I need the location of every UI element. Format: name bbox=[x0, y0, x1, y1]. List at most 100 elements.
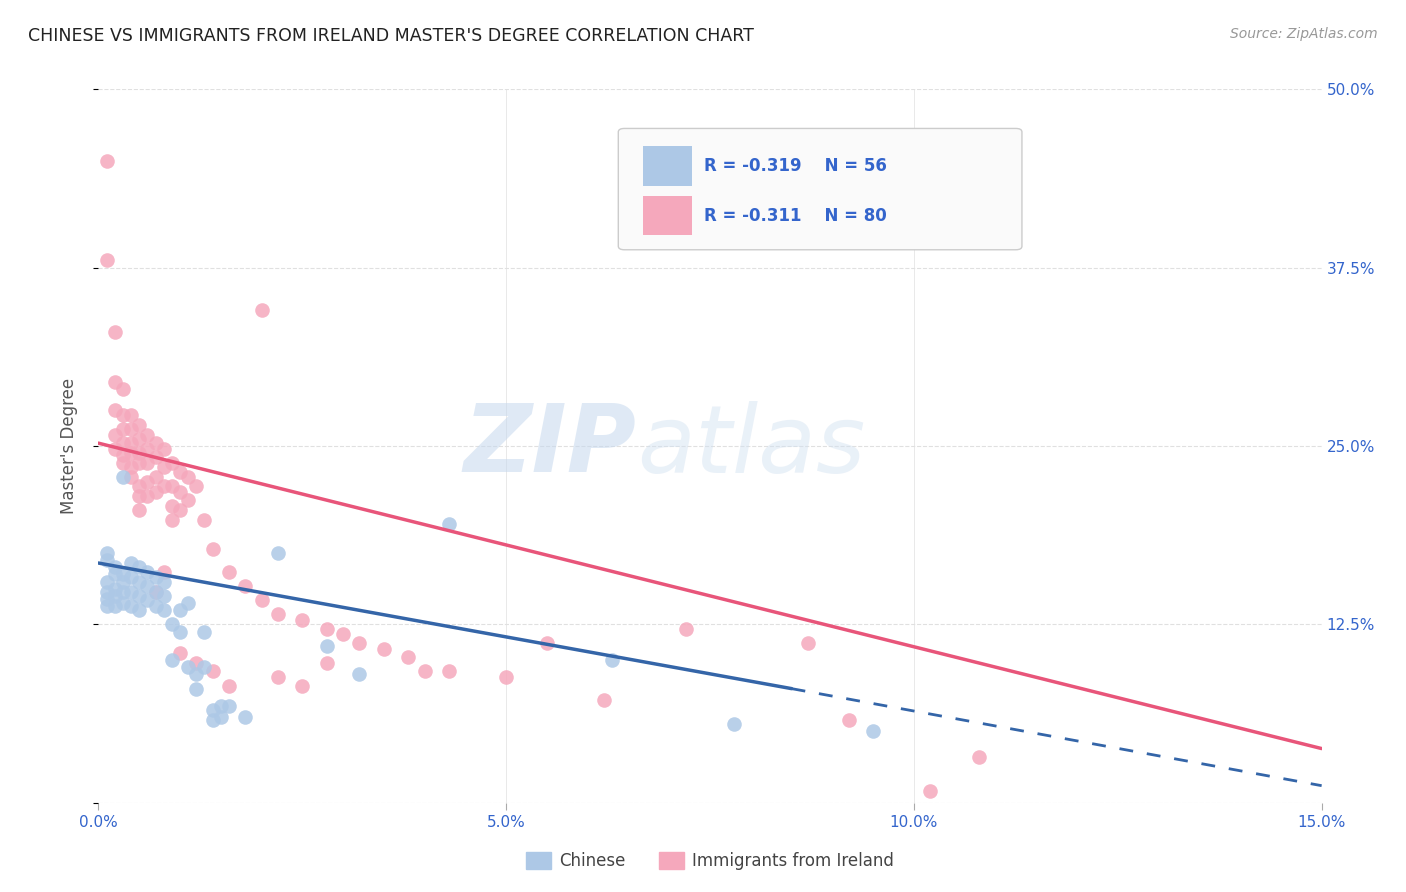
Point bbox=[160, 456, 183, 470]
Point bbox=[128, 589, 150, 603]
Point bbox=[104, 427, 127, 442]
Point bbox=[128, 456, 150, 470]
Point bbox=[315, 622, 337, 636]
Point bbox=[145, 470, 167, 484]
Y-axis label: Master's Degree: Master's Degree bbox=[59, 378, 77, 514]
Point bbox=[967, 750, 990, 764]
Point bbox=[201, 703, 224, 717]
Point bbox=[723, 717, 745, 731]
Point bbox=[128, 489, 150, 503]
Point bbox=[169, 503, 191, 517]
Point bbox=[186, 667, 208, 681]
Point bbox=[120, 570, 142, 584]
Point bbox=[128, 432, 150, 446]
Point bbox=[136, 593, 159, 607]
Point bbox=[186, 479, 208, 493]
Point bbox=[160, 617, 183, 632]
Point bbox=[233, 710, 256, 724]
Point bbox=[193, 513, 215, 527]
Point bbox=[169, 484, 191, 499]
Point bbox=[145, 436, 167, 450]
Point bbox=[233, 579, 256, 593]
Point bbox=[291, 679, 314, 693]
Point bbox=[600, 653, 623, 667]
Point bbox=[120, 422, 142, 436]
Point bbox=[186, 681, 208, 696]
Point bbox=[250, 303, 273, 318]
Point bbox=[193, 660, 215, 674]
Point bbox=[111, 382, 134, 396]
Point bbox=[128, 503, 150, 517]
Point bbox=[349, 636, 371, 650]
Text: atlas: atlas bbox=[637, 401, 865, 491]
Point bbox=[332, 627, 354, 641]
Point bbox=[177, 470, 200, 484]
Point bbox=[111, 596, 134, 610]
Text: CHINESE VS IMMIGRANTS FROM IRELAND MASTER'S DEGREE CORRELATION CHART: CHINESE VS IMMIGRANTS FROM IRELAND MASTE… bbox=[28, 27, 754, 45]
Point bbox=[193, 624, 215, 639]
Point bbox=[120, 470, 142, 484]
Point bbox=[218, 565, 240, 579]
Point bbox=[218, 698, 240, 713]
Point bbox=[136, 579, 159, 593]
Point bbox=[104, 325, 127, 339]
Point bbox=[160, 479, 183, 493]
Point bbox=[111, 584, 134, 599]
Point bbox=[291, 613, 314, 627]
Point bbox=[315, 656, 337, 670]
Point bbox=[862, 724, 884, 739]
Point bbox=[177, 493, 200, 508]
FancyBboxPatch shape bbox=[643, 196, 692, 235]
Point bbox=[413, 665, 436, 679]
Point bbox=[349, 667, 371, 681]
Point bbox=[128, 560, 150, 574]
Point bbox=[177, 596, 200, 610]
Point bbox=[120, 599, 142, 613]
Point bbox=[111, 408, 134, 422]
Point bbox=[186, 656, 208, 670]
Point bbox=[152, 603, 174, 617]
Point bbox=[96, 553, 118, 567]
Point bbox=[120, 436, 142, 450]
Point bbox=[838, 713, 860, 727]
Point bbox=[209, 698, 232, 713]
Point bbox=[136, 456, 159, 470]
Point bbox=[201, 541, 224, 556]
Point bbox=[495, 670, 517, 684]
Point bbox=[145, 570, 167, 584]
Text: R = -0.311    N = 80: R = -0.311 N = 80 bbox=[704, 207, 887, 225]
Point bbox=[152, 565, 174, 579]
Point bbox=[111, 470, 134, 484]
Point bbox=[593, 693, 616, 707]
Point bbox=[120, 584, 142, 599]
Point bbox=[675, 622, 697, 636]
Point bbox=[104, 442, 127, 456]
Point bbox=[160, 653, 183, 667]
Point bbox=[201, 713, 224, 727]
Point bbox=[177, 660, 200, 674]
Point bbox=[218, 679, 240, 693]
Point bbox=[136, 427, 159, 442]
Point bbox=[120, 460, 142, 475]
Point bbox=[96, 546, 118, 560]
Point bbox=[136, 442, 159, 456]
Text: R = -0.319    N = 56: R = -0.319 N = 56 bbox=[704, 157, 887, 175]
FancyBboxPatch shape bbox=[619, 128, 1022, 250]
Point bbox=[136, 565, 159, 579]
Point bbox=[111, 456, 134, 470]
Point bbox=[136, 489, 159, 503]
Point bbox=[120, 446, 142, 460]
Point bbox=[152, 460, 174, 475]
Point bbox=[152, 442, 174, 456]
Point bbox=[96, 153, 118, 168]
Point bbox=[120, 408, 142, 422]
Point bbox=[169, 465, 191, 479]
Point bbox=[152, 479, 174, 493]
Point bbox=[111, 422, 134, 436]
Point bbox=[437, 517, 460, 532]
Point bbox=[104, 560, 127, 574]
Point bbox=[145, 599, 167, 613]
Point bbox=[267, 546, 290, 560]
Point bbox=[145, 584, 167, 599]
Point bbox=[145, 484, 167, 499]
